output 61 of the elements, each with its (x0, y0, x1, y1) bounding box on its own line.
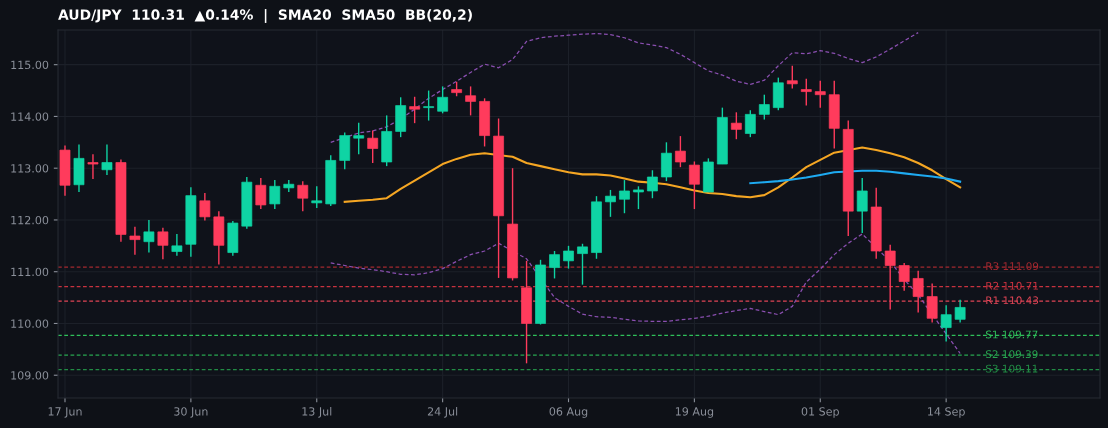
candlestick (954, 298, 966, 324)
candlestick (311, 185, 323, 209)
candlestick (814, 80, 826, 109)
candlestick (633, 185, 644, 210)
y-tick-label: 111.00 (11, 267, 49, 277)
candlestick (577, 243, 588, 286)
candlestick (255, 177, 267, 210)
candlestick (367, 129, 379, 164)
candlestick (143, 219, 155, 254)
candlestick (157, 227, 169, 260)
candlestick (87, 153, 99, 180)
line-series (343, 146, 962, 203)
candlestick (898, 262, 910, 292)
y-tick-label: 112.00 (11, 215, 49, 225)
candlestick (661, 141, 672, 182)
candlestick (549, 250, 560, 280)
candlestick (800, 77, 812, 107)
chart-title: AUD/JPY 110.31 ▲0.14% | SMA20 SMA50 BB(20,2) (58, 9, 472, 23)
candlestick (605, 189, 616, 218)
y-tick-label: 110.00 (11, 319, 49, 328)
x-tick-label: 19 Aug (675, 407, 714, 418)
candlestick (437, 85, 449, 115)
candlestick (912, 269, 924, 314)
candlestick (171, 233, 183, 257)
y-tick-label: 115.00 (11, 60, 49, 70)
candlestick (465, 85, 476, 117)
candlestick (689, 160, 700, 210)
line-series (330, 31, 919, 143)
y-tick-label: 109.00 (11, 371, 49, 380)
candlestick (940, 304, 952, 343)
x-tick-label: 24 Jul (427, 407, 458, 418)
x-tick-label: 17 Jun (48, 407, 82, 418)
candlestick (423, 89, 435, 122)
candlestick (199, 192, 211, 222)
candlestick (856, 177, 868, 234)
candlestick (129, 225, 141, 256)
candlestick (786, 65, 798, 90)
candlestick (675, 135, 686, 168)
candlestick (353, 121, 365, 155)
y-tick-label: 114.00 (11, 112, 49, 121)
candlestick (297, 180, 309, 212)
x-tick-label: 30 Jun (174, 407, 208, 418)
x-tick-label: 14 Sep (928, 407, 965, 418)
candlestick (884, 244, 896, 311)
candlestick (619, 179, 630, 214)
x-tick-label: 01 Sep (801, 407, 839, 418)
candlestick (926, 282, 938, 324)
line-series (749, 169, 962, 185)
ref-line-label: S2 109.39 (986, 350, 1038, 359)
candlestick (101, 143, 113, 176)
x-tick-label: 13 Jul (302, 407, 332, 418)
candlestick (563, 245, 574, 270)
y-tick-label: 113.00 (11, 164, 49, 173)
candlestick (269, 179, 281, 210)
line-series (330, 233, 961, 355)
candlestick (758, 94, 770, 121)
candlestick (647, 169, 658, 199)
candlestick (744, 109, 756, 138)
x-tick-label: 06 Aug (549, 407, 588, 418)
candlestick (409, 96, 421, 124)
candlestick (730, 111, 742, 140)
